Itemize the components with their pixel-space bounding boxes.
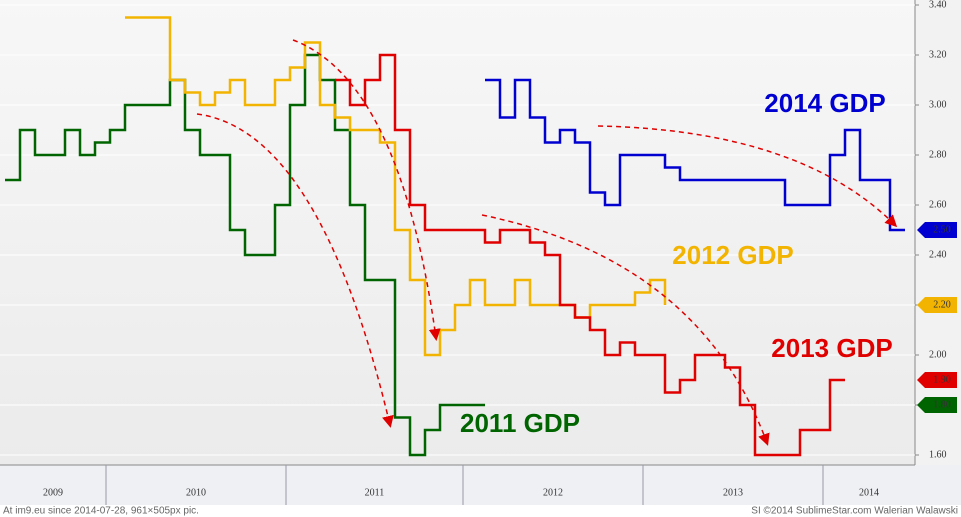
y-tick-label: 3.00	[929, 99, 947, 110]
series-line	[485, 78, 905, 232]
trend-arrow	[196, 113, 394, 428]
annotation: 2011 GDP	[460, 408, 580, 438]
y-tick-label: 3.40	[929, 0, 947, 10]
x-axis-band	[0, 465, 961, 505]
x-tick-label: 2011	[365, 487, 385, 498]
value-tag	[917, 397, 957, 413]
value-tag	[917, 222, 957, 238]
y-tick-label: 3.20	[929, 49, 947, 60]
annotation: 2013 GDP	[771, 333, 892, 363]
annotation: 2012 GDP	[672, 240, 793, 270]
y-tick-label: 2.60	[929, 199, 947, 210]
x-tick-label: 2014	[859, 487, 879, 498]
y-tick-label: 2.80	[929, 149, 947, 160]
y-tick-label: 1.60	[929, 449, 947, 460]
series-line	[5, 53, 485, 457]
trend-arrow	[292, 39, 441, 341]
x-tick-label: 2009	[43, 487, 63, 498]
y-tick-label: 2.40	[929, 249, 947, 260]
x-tick-label: 2010	[186, 487, 206, 498]
series-line	[335, 53, 845, 457]
value-tag-label: 2.50	[933, 224, 951, 235]
value-tag	[917, 297, 957, 313]
trend-arrow	[481, 214, 770, 446]
value-tag	[917, 372, 957, 388]
plot	[0, 4, 915, 457]
plot-background	[0, 0, 915, 465]
footer-right: SI ©2014 SublimeStar.com Walerian Walaws…	[751, 506, 958, 517]
x-tick-label: 2012	[543, 487, 563, 498]
y-tick-label: 2.00	[929, 349, 947, 360]
trend-arrows	[196, 39, 898, 446]
value-tag-label: 1.90	[933, 374, 951, 385]
x-tick-label: 2013	[723, 487, 743, 498]
footer-left: At im9.eu since 2014-07-28, 961×505px pi…	[3, 506, 199, 517]
value-tag-label: 1.80	[933, 399, 951, 410]
value-tag-label: 2.20	[933, 299, 951, 310]
annotation: 2014 GDP	[764, 88, 885, 118]
